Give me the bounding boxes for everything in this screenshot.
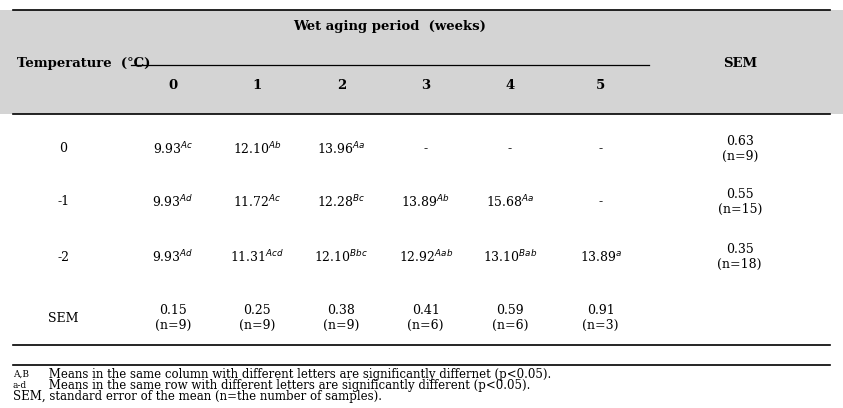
Text: 13.89$^{a}$: 13.89$^{a}$ — [579, 250, 622, 264]
Text: 4: 4 — [506, 79, 514, 92]
Text: SEM, standard error of the mean (n=the number of samples).: SEM, standard error of the mean (n=the n… — [13, 390, 382, 403]
Text: a-d: a-d — [13, 381, 27, 390]
Text: 12.28$^{Bc}$: 12.28$^{Bc}$ — [317, 194, 366, 210]
Text: 0.63
(n=9): 0.63 (n=9) — [722, 135, 758, 163]
Text: 0: 0 — [169, 79, 177, 92]
Text: 3: 3 — [422, 79, 430, 92]
Text: 0: 0 — [59, 142, 67, 155]
Text: 15.68$^{Aa}$: 15.68$^{Aa}$ — [486, 194, 534, 210]
Text: Wet aging period  (weeks): Wet aging period (weeks) — [293, 20, 486, 33]
Text: A,B: A,B — [13, 370, 29, 379]
Text: -1: -1 — [57, 195, 69, 208]
Text: Temperature  (°C): Temperature (°C) — [17, 57, 150, 70]
Text: 1: 1 — [253, 79, 261, 92]
Text: 0.55
(n=15): 0.55 (n=15) — [717, 188, 762, 216]
Text: 0.35
(n=18): 0.35 (n=18) — [717, 243, 762, 271]
Text: 11.72$^{Ac}$: 11.72$^{Ac}$ — [233, 194, 282, 210]
Text: 0.91
(n=3): 0.91 (n=3) — [583, 304, 619, 332]
Text: -: - — [424, 142, 427, 155]
Text: Means in the same row with different letters are significantly different (p<0.05: Means in the same row with different let… — [45, 379, 530, 392]
Text: 2: 2 — [337, 79, 346, 92]
Text: 0.15
(n=9): 0.15 (n=9) — [154, 304, 191, 332]
Text: 9.93$^{Ac}$: 9.93$^{Ac}$ — [153, 141, 193, 157]
Text: 9.93$^{Ad}$: 9.93$^{Ad}$ — [152, 194, 194, 210]
Text: -: - — [508, 142, 512, 155]
Text: 9.93$^{Ad}$: 9.93$^{Ad}$ — [152, 249, 194, 265]
Text: 12.92$^{Aab}$: 12.92$^{Aab}$ — [399, 249, 453, 265]
Text: 13.10$^{Bab}$: 13.10$^{Bab}$ — [483, 249, 537, 265]
Text: Means in the same column with different letters are significantly differnet (p<0: Means in the same column with different … — [45, 368, 551, 381]
Text: SEM: SEM — [48, 312, 78, 325]
Text: 12.10$^{Bbc}$: 12.10$^{Bbc}$ — [314, 249, 368, 265]
Text: 0.25
(n=9): 0.25 (n=9) — [239, 304, 276, 332]
Text: -: - — [599, 195, 603, 208]
Text: 11.31$^{Acd}$: 11.31$^{Acd}$ — [230, 249, 284, 265]
Text: 13.96$^{Aa}$: 13.96$^{Aa}$ — [317, 141, 366, 157]
Text: -2: -2 — [57, 251, 69, 264]
Text: 5: 5 — [596, 79, 605, 92]
Text: 12.10$^{Ab}$: 12.10$^{Ab}$ — [233, 141, 282, 157]
Text: -: - — [599, 142, 603, 155]
Text: SEM: SEM — [722, 57, 757, 70]
Text: 0.59
(n=6): 0.59 (n=6) — [491, 304, 529, 332]
Text: 0.38
(n=9): 0.38 (n=9) — [323, 304, 360, 332]
Text: 13.89$^{Ab}$: 13.89$^{Ab}$ — [401, 194, 450, 210]
Text: 0.41
(n=6): 0.41 (n=6) — [407, 304, 444, 332]
